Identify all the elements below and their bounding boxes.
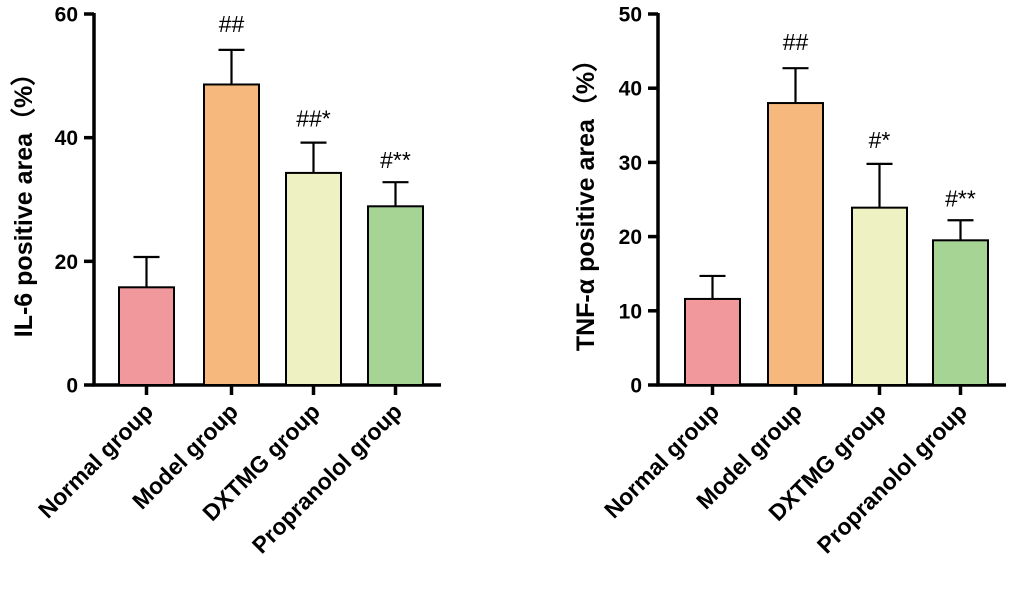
- bar-model-group: [767, 102, 824, 386]
- y-tick-label: 40: [55, 127, 78, 150]
- y-tick-label: 50: [619, 4, 642, 27]
- significance-label: ##*: [296, 106, 331, 132]
- y-tick-label: 0: [630, 375, 642, 398]
- bar-dxtmg-group: [285, 171, 342, 386]
- bar-model-group: [203, 83, 260, 387]
- x-category-label: Propranolol group: [812, 398, 972, 558]
- bar-dxtmg-group: [851, 206, 908, 386]
- x-category-label: Propranolol group: [247, 398, 407, 558]
- y-axis-label: TNF-α positive area（%）: [571, 47, 600, 351]
- y-tick-label: 0: [66, 375, 78, 398]
- significance-label: #**: [945, 185, 976, 211]
- significance-label: #*: [869, 127, 891, 153]
- y-tick-label: 60: [55, 4, 78, 27]
- significance-label: ##: [783, 29, 809, 55]
- bar-normal-group: [684, 297, 741, 387]
- chart-panel-2: TNF-α positive area（%）01020304050Normal …: [571, 4, 1006, 558]
- bar-propranolol-group: [367, 205, 424, 386]
- y-tick-label: 30: [619, 152, 642, 175]
- bar-propranolol-group: [932, 239, 989, 386]
- bar-normal-group: [118, 286, 175, 387]
- significance-label: ##: [219, 11, 245, 37]
- y-tick-label: 10: [619, 300, 642, 323]
- y-tick-label: 20: [619, 226, 642, 249]
- significance-label: #**: [380, 147, 411, 173]
- y-axis-label: IL-6 positive area（%）: [9, 61, 38, 337]
- y-tick-label: 20: [55, 251, 78, 274]
- y-tick-label: 40: [619, 78, 642, 101]
